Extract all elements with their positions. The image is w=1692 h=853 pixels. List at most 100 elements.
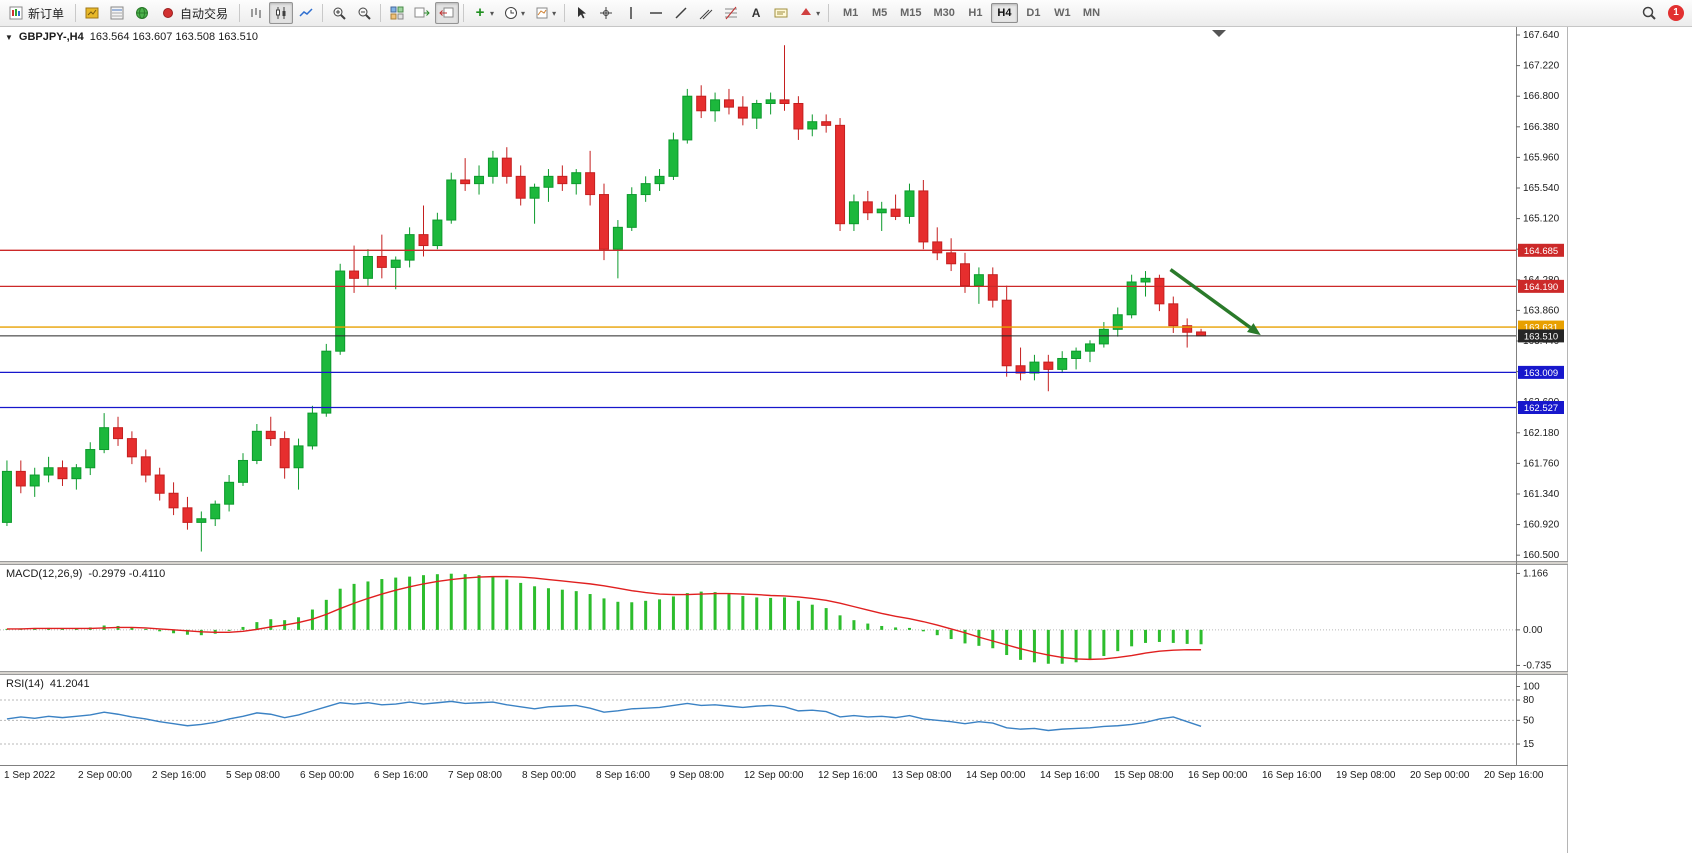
macd-bar [741, 595, 745, 630]
horizontal-line-tool-button[interactable] [644, 2, 668, 24]
auto-scroll-button[interactable] [410, 2, 434, 24]
data-window-button[interactable] [105, 2, 129, 24]
zoom-in-button[interactable] [327, 2, 351, 24]
time-label: 13 Sep 08:00 [892, 770, 952, 781]
chart-shift-marker[interactable] [1212, 30, 1226, 37]
candles-layer [1, 45, 1207, 552]
macd-bar [394, 577, 398, 630]
candle-body [1182, 325, 1193, 333]
add-indicator-button[interactable]: + ▾ [468, 2, 498, 24]
level-lines [0, 249, 1516, 409]
trendline-tool-button[interactable] [669, 2, 693, 24]
timeframe-m5-button[interactable]: M5 [866, 3, 893, 23]
candle-body [1098, 328, 1109, 345]
market-watch-button[interactable] [80, 2, 104, 24]
candle-body [71, 467, 82, 480]
timeframe-h4-button[interactable]: H4 [990, 3, 1018, 23]
macd-bar [755, 597, 759, 630]
candle-body [1043, 361, 1054, 370]
new-order-button[interactable]: 新订单 [3, 2, 71, 24]
search-button[interactable] [1637, 2, 1661, 24]
trend-arrow-shaft[interactable] [1169, 268, 1252, 329]
line-chart-button[interactable] [294, 2, 318, 24]
crosshair-tool-button[interactable] [594, 2, 618, 24]
candle-body [404, 234, 415, 261]
panel-separator[interactable] [0, 561, 1568, 565]
price-tick-label: 167.220 [1523, 61, 1560, 72]
periods-button[interactable]: ▾ [499, 2, 529, 24]
time-axis[interactable]: 1 Sep 2022 2 Sep 00:00 2 Sep 16:00 5 Sep 08… [4, 770, 1544, 781]
rsi-line [6, 700, 1202, 732]
time-label: 12 Sep 00:00 [744, 770, 804, 781]
macd-bar [74, 628, 78, 630]
globe-icon [134, 5, 150, 21]
toolbar-separator [75, 4, 77, 22]
bars-chart-button[interactable] [244, 2, 268, 24]
candle-body [1071, 350, 1082, 359]
timeframe-h1-button[interactable]: H1 [962, 3, 989, 23]
notification-badge[interactable]: 1 [1668, 5, 1684, 21]
vertical-line-tool-button[interactable] [619, 2, 643, 24]
price-tick-label: 163.860 [1523, 305, 1560, 316]
chart-shift-button[interactable] [435, 2, 460, 24]
candles-chart-button[interactable] [269, 2, 294, 24]
tile-windows-button[interactable] [385, 2, 409, 24]
time-label: 8 Sep 00:00 [522, 770, 576, 781]
fibonacci-tool-button[interactable] [719, 2, 743, 24]
macd-bar [949, 629, 953, 640]
timeframe-m1-button[interactable]: M1 [837, 3, 864, 23]
one-click-trading-toggle[interactable]: ▼ [5, 32, 13, 42]
macd-bar [658, 599, 662, 630]
macd-bar [1130, 629, 1134, 647]
timeframe-w1-button[interactable]: W1 [1049, 3, 1076, 23]
candle-body [807, 121, 818, 130]
timeframe-group: M1 M5 M15 M30 H1 H4 D1 W1 MN [837, 3, 1105, 23]
navigator-button[interactable] [130, 2, 154, 24]
price-badge [1518, 243, 1564, 257]
macd-bar [241, 626, 245, 630]
candle-body [349, 270, 360, 279]
candle-body [446, 179, 457, 221]
panel-separator[interactable] [0, 671, 1568, 675]
cursor-tool-button[interactable] [569, 2, 593, 24]
macd-bar [713, 592, 717, 630]
text-tool-button[interactable]: A [744, 2, 768, 24]
clock-icon [503, 5, 519, 21]
cursor-icon [573, 5, 589, 21]
macd-bar [810, 604, 814, 630]
rsi-scale-label: 100 [1523, 682, 1540, 693]
timeframe-m30-button[interactable]: M30 [929, 3, 960, 23]
candles-chart-icon [273, 5, 289, 21]
arrows-tool-button[interactable]: ▾ [794, 2, 824, 24]
trend-arrow[interactable] [1169, 268, 1261, 336]
templates-button[interactable]: ▾ [530, 2, 560, 24]
macd-bar [671, 596, 675, 630]
time-label: 8 Sep 16:00 [596, 770, 650, 781]
channel-tool-button[interactable] [694, 2, 718, 24]
macd-bar [297, 617, 301, 630]
macd-bar [60, 628, 64, 630]
rsi-scale-label: 15 [1523, 739, 1535, 750]
timeframe-d1-button[interactable]: D1 [1020, 3, 1047, 23]
price-axis[interactable]: 160.500160.920161.340161.760162.180162.6… [1516, 30, 1560, 561]
timeframe-m15-button[interactable]: M15 [895, 3, 926, 23]
candle-body [848, 201, 859, 225]
price-tick-label: 160.920 [1523, 520, 1560, 531]
candle-body [557, 175, 568, 185]
text-label-icon [773, 5, 789, 21]
price-tick-label: 165.960 [1523, 152, 1560, 163]
time-label: 15 Sep 08:00 [1114, 770, 1174, 781]
chart-canvas[interactable]: 160.500160.920161.340161.760162.180162.6… [0, 27, 1568, 853]
macd-scale-label: 1.166 [1523, 568, 1548, 579]
text-label-tool-button[interactable] [769, 2, 793, 24]
zoom-out-icon [356, 5, 372, 21]
autotrade-button[interactable]: 自动交易 [155, 2, 235, 24]
price-badge-label: 163.631 [1524, 323, 1558, 334]
candle-body [626, 194, 637, 228]
timeframe-mn-button[interactable]: MN [1078, 3, 1105, 23]
time-label: 16 Sep 16:00 [1262, 770, 1322, 781]
chart-window[interactable]: 160.500160.920161.340161.760162.180162.6… [0, 27, 1568, 853]
zoom-out-button[interactable] [352, 2, 376, 24]
channel-icon [698, 5, 714, 21]
tile-windows-icon [389, 5, 405, 21]
